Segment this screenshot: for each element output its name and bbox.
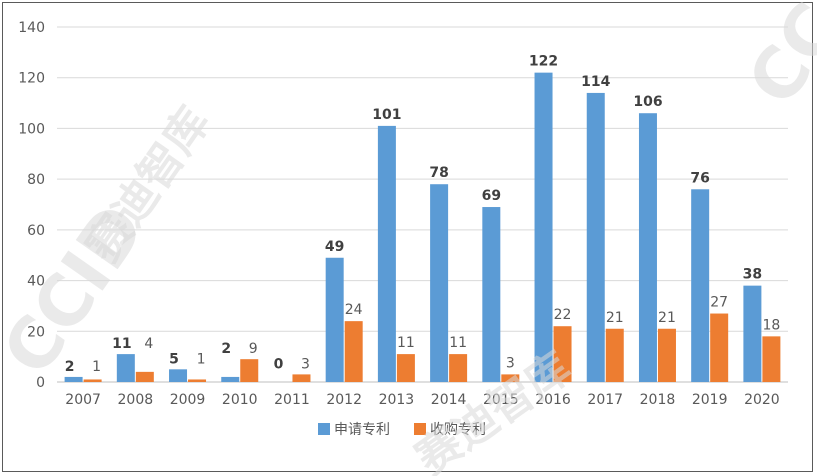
data-label-2012-apply: 49: [325, 239, 344, 255]
bar-2010-apply: [221, 376, 240, 382]
data-label-2009-acquire: 1: [197, 351, 206, 367]
legend-swatch-acquire: [414, 423, 426, 435]
bar-2018-apply: [638, 113, 657, 382]
bar-2009-apply: [169, 369, 188, 382]
x-tick-label-2015: 2015: [483, 392, 519, 408]
y-tick-label: 0: [36, 375, 45, 391]
x-tick-label-2019: 2019: [692, 392, 728, 408]
x-tick-label-2018: 2018: [640, 392, 676, 408]
x-tick-label-2020: 2020: [744, 392, 780, 408]
data-label-2017-acquire: 21: [606, 310, 624, 326]
data-label-2015-acquire: 3: [506, 355, 515, 371]
legend-swatch-apply: [318, 423, 330, 435]
data-label-2019-apply: 76: [690, 170, 709, 186]
bar-2016-apply: [534, 72, 553, 383]
y-tick-label: 80: [27, 172, 45, 188]
y-tick-label: 60: [27, 223, 45, 239]
y-tick-label: 100: [18, 121, 45, 137]
bar-2007-apply: [64, 376, 83, 382]
bar-2013-apply: [377, 125, 396, 383]
x-tick-label-2016: 2016: [535, 392, 571, 408]
data-label-2011-apply: 0: [274, 356, 284, 372]
y-tick-label: 20: [27, 324, 45, 340]
data-label-2016-apply: 122: [529, 54, 558, 70]
x-tick-label-2011: 2011: [274, 392, 310, 408]
bar-2013-acquire: [396, 354, 415, 382]
data-label-2008-acquire: 4: [144, 336, 153, 352]
data-label-2010-acquire: 9: [249, 341, 258, 357]
data-label-2014-acquire: 11: [449, 335, 467, 351]
x-axis-ticks: 2007 2008 2009 2010 2011 2012 2013 2014 2015 2016…: [65, 392, 779, 408]
bars: [64, 72, 781, 383]
bar-2011-acquire: [292, 374, 311, 382]
bar-2020-apply: [743, 285, 762, 382]
bar-2010-acquire: [240, 359, 259, 382]
bar-2007-acquire: [83, 379, 102, 382]
x-tick-label-2008: 2008: [118, 392, 154, 408]
bar-2014-apply: [430, 184, 449, 382]
y-tick-label: 140: [18, 20, 45, 36]
data-label-2008-apply: 11: [112, 336, 131, 352]
data-label-2014-apply: 78: [429, 165, 448, 181]
bar-2017-apply: [586, 92, 605, 382]
data-label-2016-acquire: 22: [554, 307, 572, 323]
data-label-2020-acquire: 18: [762, 317, 780, 333]
data-label-2009-apply: 5: [169, 351, 179, 367]
x-tick-label-2007: 2007: [65, 392, 101, 408]
gridlines: [57, 26, 788, 383]
data-label-2019-acquire: 27: [710, 295, 728, 311]
data-label-2007-apply: 2: [65, 359, 75, 375]
data-label-2018-acquire: 21: [658, 310, 676, 326]
data-label-2011-acquire: 3: [301, 356, 310, 372]
data-label-2013-apply: 101: [372, 107, 401, 123]
y-tick-label: 40: [27, 274, 45, 290]
data-label-2015-apply: 69: [482, 188, 501, 204]
x-tick-label-2010: 2010: [222, 392, 258, 408]
data-label-2013-acquire: 11: [397, 335, 415, 351]
bar-2020-acquire: [762, 336, 781, 382]
legend-label-apply: 申请专利: [334, 422, 390, 438]
bar-2015-apply: [482, 207, 501, 382]
data-label-2018-apply: 106: [633, 94, 662, 110]
y-tick-label: 120: [18, 71, 45, 87]
bar-2015-acquire: [501, 374, 520, 382]
data-labels: 2 111 45 12 90 349241011178116931222211421106…: [65, 54, 781, 375]
data-label-2020-apply: 38: [743, 267, 762, 283]
bar-2016-acquire: [553, 326, 572, 382]
bar-2008-acquire: [135, 371, 154, 382]
bar-2009-acquire: [188, 379, 207, 382]
legend-label-acquire: 收购专利: [430, 422, 486, 438]
bar-2012-acquire: [344, 321, 363, 382]
data-label-2017-apply: 114: [581, 74, 610, 90]
bar-2008-apply: [116, 354, 135, 382]
bar-2019-apply: [691, 189, 710, 382]
bar-2019-acquire: [710, 313, 729, 382]
watermark-logo-2: CCID: [732, 0, 817, 120]
bar-2014-acquire: [449, 354, 468, 382]
x-tick-label-2012: 2012: [326, 392, 362, 408]
bar-2017-acquire: [605, 328, 624, 382]
x-tick-label-2014: 2014: [431, 392, 467, 408]
x-tick-label-2009: 2009: [170, 392, 206, 408]
data-label-2012-acquire: 24: [345, 302, 363, 318]
data-label-2010-apply: 2: [221, 341, 231, 357]
data-label-2007-acquire: 1: [92, 359, 101, 375]
bar-2018-acquire: [657, 328, 676, 382]
x-tick-label-2017: 2017: [587, 392, 623, 408]
y-axis-ticks: 0 20 40 60 80 100 120 140: [18, 20, 45, 391]
bar-2012-apply: [325, 257, 344, 382]
x-tick-label-2013: 2013: [379, 392, 415, 408]
legend: 申请专利 收购专利: [318, 422, 486, 438]
